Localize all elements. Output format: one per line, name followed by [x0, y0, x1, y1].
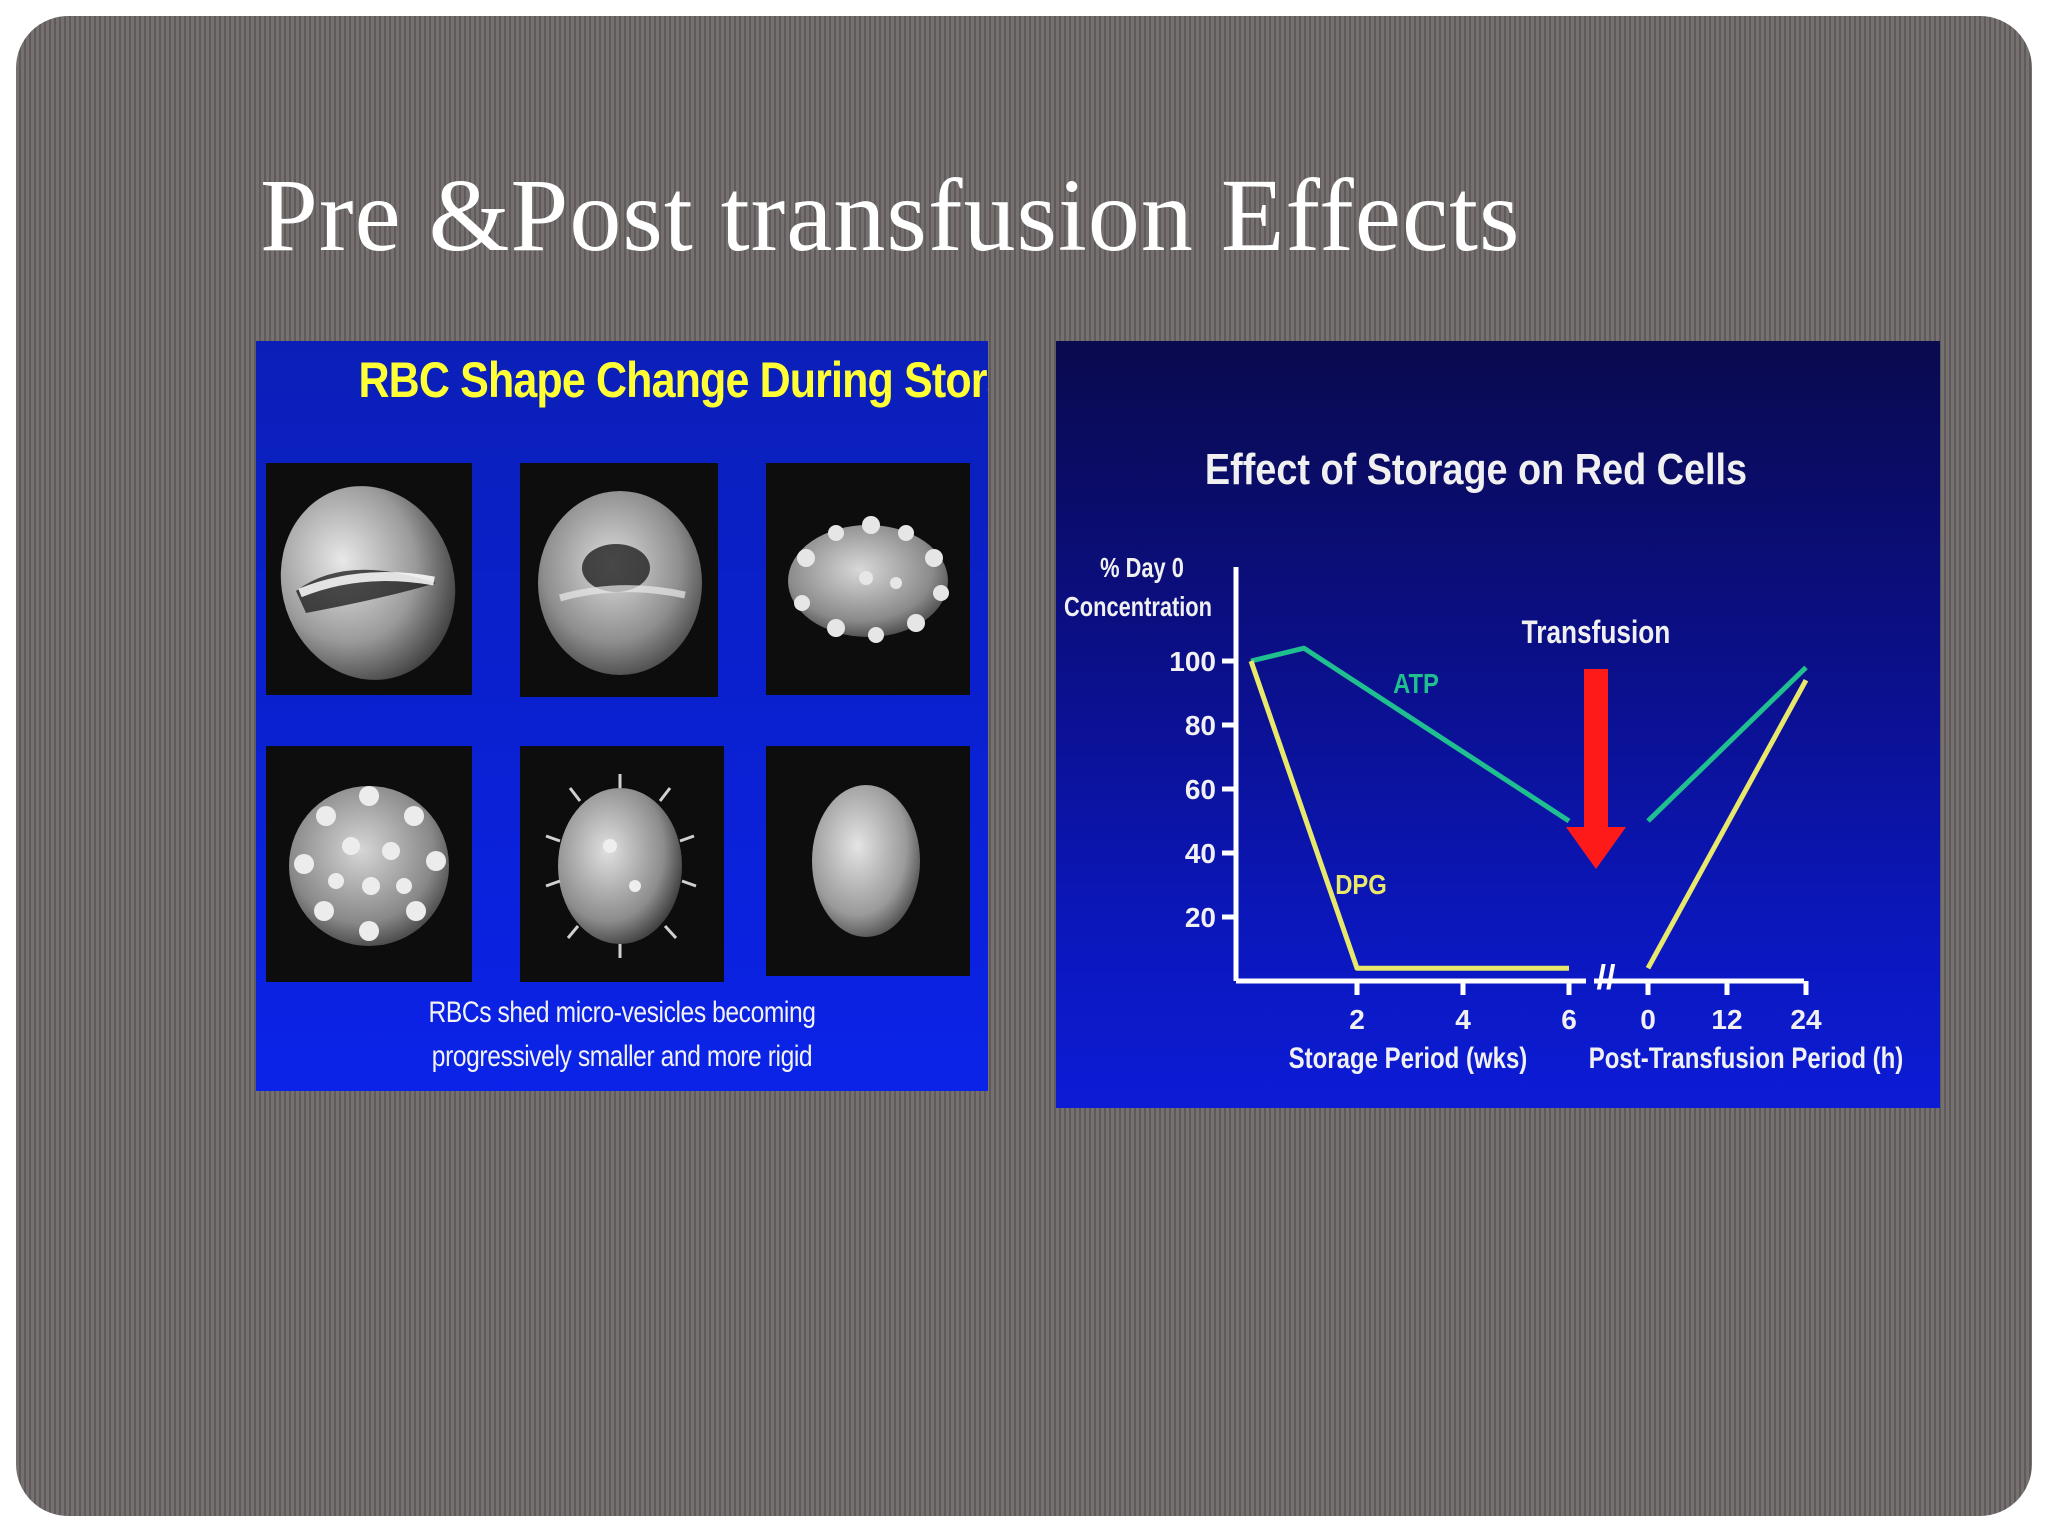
- rbc-caption-line-1: RBCs shed micro-vesicles becoming: [428, 996, 816, 1029]
- transfusion-arrow: [1566, 669, 1626, 869]
- slide: Pre &Post transfusion Effects RBC Shape …: [16, 16, 2032, 1516]
- x-tick-label-post-12: 12: [1711, 1004, 1742, 1035]
- storage-effect-panel: Effect of Storage on Red Cells % Day 0 C…: [1056, 341, 1940, 1108]
- rbc-micrograph-spheroechinocyte: [520, 746, 724, 982]
- x-tick-label-storage-2: 2: [1349, 1004, 1365, 1035]
- rbc-echinocyte-1-image: [788, 516, 949, 643]
- rbc-echinocyte-2-image: [289, 786, 449, 946]
- series-label-dpg: DPG: [1335, 868, 1387, 900]
- rbc-micrograph-echinocyte-2: [266, 746, 472, 982]
- storage-effect-chart: Effect of Storage on Red Cells % Day 0 C…: [1064, 444, 1904, 1074]
- rbc-panel-title: RBC Shape Change During Storage: [358, 352, 988, 408]
- x-axis-label-post: Post-Transfusion Period (h): [1589, 1040, 1904, 1074]
- rbc-spheroechinocyte-image: [545, 774, 697, 958]
- y-tick-label-20: 20: [1185, 902, 1216, 933]
- y-tick-label-100: 100: [1169, 646, 1216, 677]
- rbc-panel-caption: RBCs shed micro-vesicles becoming progre…: [322, 991, 922, 1079]
- axis-break-symbol: //: [1597, 959, 1616, 997]
- transfusion-label: Transfusion: [1522, 616, 1671, 651]
- rbc-spherocyte-image: [812, 785, 920, 937]
- x-axis-label-storage: Storage Period (wks): [1289, 1040, 1528, 1074]
- series-line-dpg-post: [1645, 678, 1809, 970]
- x-tick-label-post-24: 24: [1790, 1004, 1822, 1035]
- y-tick-label-60: 60: [1185, 774, 1216, 805]
- chart-title: Effect of Storage on Red Cells: [1205, 444, 1747, 493]
- rbc-shape-panel: RBC Shape Change During Storage: [256, 341, 988, 1091]
- rbc-discocyte-image: [280, 486, 456, 680]
- x-tick-label-storage-6: 6: [1561, 1004, 1577, 1035]
- series-label-atp: ATP: [1393, 667, 1439, 699]
- y-tick-label-80: 80: [1185, 710, 1216, 741]
- rbc-micrograph-spherocyte: [766, 746, 970, 976]
- x-tick-label-post-0: 0: [1640, 1004, 1656, 1035]
- rbc-micrograph-discocyte-2: [520, 463, 718, 697]
- rbc-caption-line-2: progressively smaller and more rigid: [431, 1040, 813, 1073]
- series-line-atp-storage: [1250, 645, 1571, 824]
- x-tick-label-storage-4: 4: [1455, 1004, 1471, 1035]
- y-tick-label-40: 40: [1185, 838, 1216, 869]
- rbc-micrograph-discocyte: [266, 463, 472, 695]
- y-axis-label-line-2: Concentration: [1064, 591, 1212, 622]
- y-axis-label-line-1: % Day 0: [1100, 552, 1184, 583]
- slide-title: Pre &Post transfusion Effects: [260, 158, 1521, 273]
- series-line-atp-post: [1646, 665, 1808, 823]
- series-line-dpg-storage: [1248, 660, 1569, 971]
- rbc-micrograph-echinocyte-1: [766, 463, 970, 695]
- rbc-discocyte-2-image: [538, 491, 702, 675]
